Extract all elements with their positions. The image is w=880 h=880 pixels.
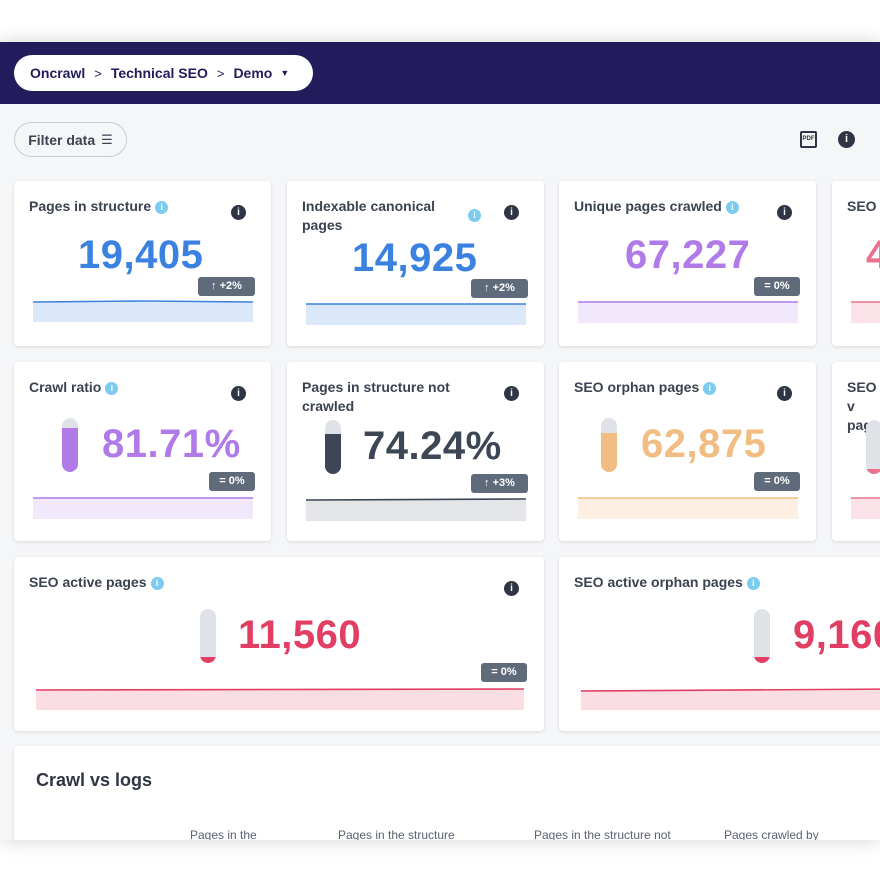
help-icon[interactable]: i (231, 386, 246, 401)
help-icon[interactable]: i (838, 131, 855, 148)
card-unique-pages-crawled: Unique pages crawled i i 67,227 = 0% (559, 181, 816, 346)
delta-badge: ↑ +3% (471, 474, 528, 493)
sparkline (33, 300, 253, 322)
card-indexable-canonical-pages: Indexable canonical pages i i 14,925 ↑ +… (287, 181, 544, 346)
card-seo-active-pages: SEO active pages i i 11,560 = 0% (14, 557, 544, 731)
breadcrumb-item-oncrawl[interactable]: Oncrawl (30, 65, 86, 81)
column-header[interactable]: Pages crawled by (724, 828, 819, 840)
top-bar: Oncrawl > Technical SEO > Demo ▼ (0, 42, 880, 104)
sparkline (851, 301, 880, 323)
card-title: SEO v (847, 198, 880, 214)
card-seo-visits-pages-partial: SEO v page (832, 362, 880, 541)
sparkline (306, 498, 526, 521)
card-value: 81.71% (102, 422, 241, 466)
sparkline (578, 301, 798, 323)
info-icon[interactable]: i (703, 382, 717, 395)
column-header[interactable]: Pages in the structure not (534, 828, 671, 840)
card-value: 9,160 (793, 613, 880, 657)
card-value: 74.24% (363, 424, 502, 468)
sparkline (581, 688, 880, 710)
info-icon[interactable]: i (105, 382, 119, 395)
ratio-gauge (866, 420, 880, 474)
breadcrumb-item-technical-seo[interactable]: Technical SEO (110, 65, 208, 81)
card-title: Pages in structure not crawled (302, 379, 450, 414)
sliders-icon: ☰ (101, 131, 113, 147)
card-title: Pages in structure (29, 198, 152, 214)
info-icon[interactable]: i (468, 209, 481, 222)
sparkline (578, 497, 798, 519)
column-header[interactable]: Pages in the structure (338, 828, 455, 840)
sparkline (36, 688, 524, 710)
help-icon[interactable]: i (504, 581, 519, 596)
card-pages-in-structure: Pages in structure i i 19,405 ↑ +2% (14, 181, 271, 346)
section-title: Crawl vs logs (36, 770, 153, 790)
card-value: 4 (866, 233, 880, 277)
delta-badge: = 0% (209, 472, 255, 491)
sparkline (306, 303, 526, 325)
info-icon[interactable]: i (155, 201, 169, 214)
breadcrumb-item-demo[interactable]: Demo (233, 65, 273, 81)
card-title: SEO active pages (29, 574, 147, 590)
card-crawl-ratio: Crawl ratio i i 81.71% = 0% (14, 362, 271, 541)
card-value: 62,875 (641, 422, 767, 466)
delta-badge: = 0% (481, 663, 527, 682)
help-icon[interactable]: i (777, 386, 792, 401)
ratio-gauge (200, 609, 216, 663)
breadcrumb[interactable]: Oncrawl > Technical SEO > Demo ▼ (14, 55, 313, 91)
delta-badge: ↑ +2% (198, 277, 255, 296)
card-pages-in-structure-not-crawled: Pages in structure not crawled i 74.24% … (287, 362, 544, 541)
app-frame: Oncrawl > Technical SEO > Demo ▼ Filter … (0, 42, 880, 840)
card-value: 67,227 (625, 233, 751, 277)
card-title: Indexable canonical pages (302, 198, 436, 233)
help-icon[interactable]: i (504, 386, 519, 401)
help-icon[interactable]: i (504, 205, 519, 220)
card-title: SEO orphan pages (574, 379, 700, 395)
ratio-gauge (62, 418, 78, 472)
delta-badge: = 0% (754, 472, 800, 491)
delta-badge: ↑ +2% (471, 279, 528, 298)
delta-badge: = 0% (754, 277, 800, 296)
help-icon[interactable]: i (231, 205, 246, 220)
card-title: Unique pages crawled (574, 198, 722, 214)
ratio-gauge (754, 609, 770, 663)
sparkline (33, 497, 253, 519)
card-value: 11,560 (238, 613, 362, 657)
caret-down-icon[interactable]: ▼ (280, 68, 290, 78)
filter-data-button[interactable]: Filter data ☰ (14, 122, 127, 157)
card-seo-visits-partial: SEO v 4 (832, 181, 880, 346)
crawl-vs-logs-section: Crawl vs logs Pages in the Pages in the … (14, 746, 880, 840)
card-title: SEO active orphan pages (574, 574, 743, 590)
filter-data-label: Filter data (28, 131, 96, 148)
ratio-gauge (325, 420, 341, 474)
info-icon[interactable]: i (725, 201, 739, 214)
info-icon[interactable]: i (746, 577, 760, 590)
card-value: 19,405 (78, 233, 204, 277)
sparkline (851, 497, 880, 519)
help-icon[interactable]: i (777, 205, 792, 220)
chevron-right-icon: > (94, 65, 102, 81)
ratio-gauge (601, 418, 617, 472)
chevron-right-icon: > (216, 65, 225, 81)
card-seo-orphan-pages: SEO orphan pages i i 62,875 = 0% (559, 362, 816, 541)
column-header[interactable]: Pages in the (190, 828, 257, 840)
info-icon[interactable]: i (150, 577, 164, 590)
pdf-icon[interactable]: PDF (800, 131, 817, 148)
card-value: 14,925 (352, 236, 478, 280)
card-title: Crawl ratio (29, 379, 102, 395)
